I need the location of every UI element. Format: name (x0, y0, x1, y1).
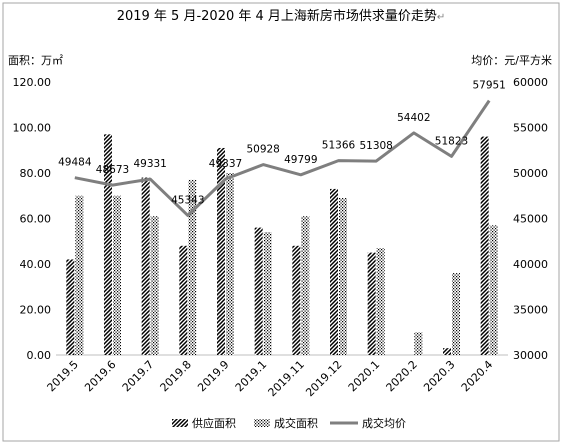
sales-bar (75, 195, 84, 355)
sales-bar (150, 216, 159, 355)
legend-swatch-sales (254, 419, 270, 427)
sales-bar (301, 216, 310, 355)
right-tick-label: 55000 (513, 122, 548, 135)
price-data-label: 50928 (246, 144, 279, 156)
price-data-label: 49337 (209, 158, 242, 170)
legend-label-price: 成交均价 (362, 416, 406, 430)
right-tick-label: 45000 (513, 213, 548, 226)
left-tick-label: 40.00 (20, 258, 52, 271)
price-data-label: 51366 (322, 140, 356, 152)
price-data-label: 51308 (359, 140, 392, 152)
price-data-label: 57951 (472, 80, 505, 92)
price-line (74, 99, 491, 217)
legend-label-sales: 成交面积 (274, 416, 318, 430)
legend-label-supply: 供应面积 (192, 416, 236, 430)
chart-title-text: 2019 年 5 月-2020 年 4 月上海新房市场供求量价走势 (117, 8, 437, 24)
sales-bar (489, 225, 498, 355)
price-data-label: 49484 (58, 157, 92, 169)
sales-bar (376, 248, 385, 355)
sales-bar (414, 332, 423, 355)
supply-bar (480, 136, 489, 355)
supply-bar (66, 259, 75, 355)
bars (66, 134, 498, 355)
sales-bar (263, 232, 272, 355)
left-tick-label: 20.00 (20, 304, 52, 317)
right-tick-label: 40000 (513, 258, 548, 271)
supply-bar (217, 147, 225, 355)
price-data-label: 48673 (96, 164, 129, 176)
sales-bar (452, 273, 460, 355)
supply-bar (292, 245, 301, 355)
sales-bar (113, 195, 121, 355)
price-data-label: 49331 (133, 158, 166, 170)
price-data-label: 45343 (171, 194, 204, 206)
legend-swatch-supply (172, 419, 188, 427)
right-tick-label: 35000 (513, 304, 548, 317)
right-axis-title: 均价：元/平方米 (471, 53, 552, 67)
supply-bar (104, 134, 112, 355)
chart-title-mark: ↵ (437, 12, 445, 23)
right-tick-label: 50000 (513, 167, 548, 180)
supply-bar (367, 252, 376, 355)
axes: 0.00 20.00 40.00 60.00 80.00 100.00 120.00 3000… (13, 76, 549, 362)
left-tick-label: 0.00 (27, 349, 52, 362)
supply-bar (179, 245, 188, 355)
supply-bar (141, 177, 150, 355)
chart-title: 2019 年 5 月-2020 年 4 月上海新房市场供求量价走势↵ (117, 8, 446, 24)
left-axis-title: 面积：万㎡ (8, 54, 63, 67)
right-tick-label: 60000 (513, 76, 548, 89)
price-data-label: 54402 (397, 112, 430, 124)
data-labels: 49484 48673 49331 45343 49337 50928 49799 51366… (58, 80, 506, 207)
left-tick-label: 80.00 (20, 167, 52, 180)
sales-bar (339, 198, 347, 355)
legend: 供应面积 成交面积 成交均价 (172, 416, 406, 430)
supply-bar (330, 188, 338, 355)
price-data-label: 51823 (435, 135, 468, 147)
left-tick-label: 60.00 (20, 213, 52, 226)
sales-bar (226, 173, 234, 355)
left-tick-label: 120.00 (13, 76, 52, 89)
avg-price-line (74, 99, 491, 217)
supply-bar (254, 227, 263, 355)
right-tick-label: 30000 (513, 349, 548, 362)
left-tick-label: 100.00 (13, 122, 52, 135)
supply-bar (443, 348, 451, 355)
sales-bar (188, 179, 197, 355)
price-data-label: 49799 (284, 154, 317, 166)
